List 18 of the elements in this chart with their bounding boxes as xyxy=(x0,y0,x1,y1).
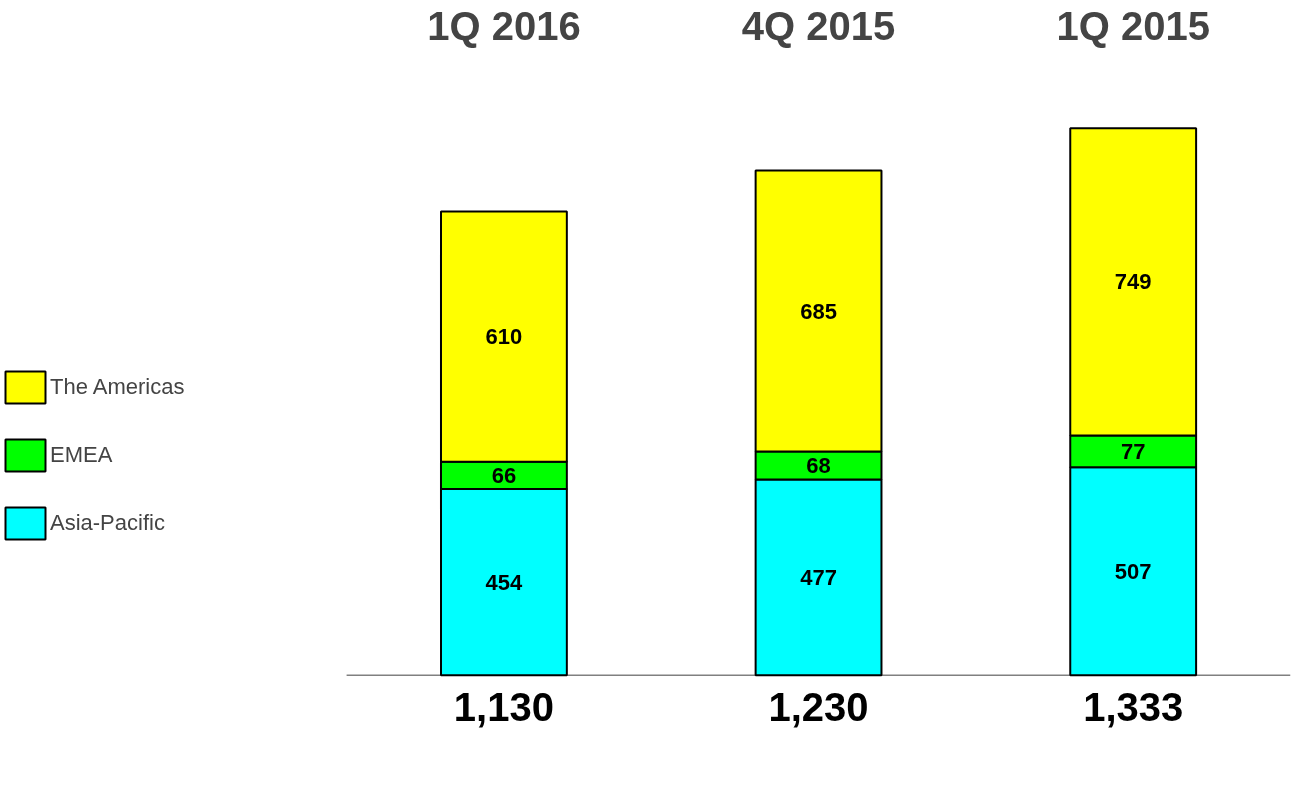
data-label: 749 xyxy=(1114,269,1152,295)
data-label: 454 xyxy=(485,569,524,595)
data-label: 610 xyxy=(485,324,523,350)
legend-label: The Americas xyxy=(50,374,185,400)
data-label: 68 xyxy=(806,453,831,479)
legend-label: Asia-Pacific xyxy=(50,510,165,536)
data-label: 507 xyxy=(1114,558,1152,584)
data-label: 685 xyxy=(800,298,837,324)
x-tick-label: 4Q 2015 xyxy=(741,3,896,48)
total-label: 1,333 xyxy=(1083,685,1184,730)
x-tick-label: 1Q 2015 xyxy=(1056,3,1210,48)
legend-label: EMEA xyxy=(50,442,113,468)
total-label: 1,230 xyxy=(768,685,869,730)
data-label: 77 xyxy=(1120,438,1146,464)
x-tick-label: 1Q 2016 xyxy=(427,3,581,48)
total-label: 1,130 xyxy=(453,685,554,730)
data-label: 66 xyxy=(491,462,517,488)
data-label: 477 xyxy=(800,564,837,590)
